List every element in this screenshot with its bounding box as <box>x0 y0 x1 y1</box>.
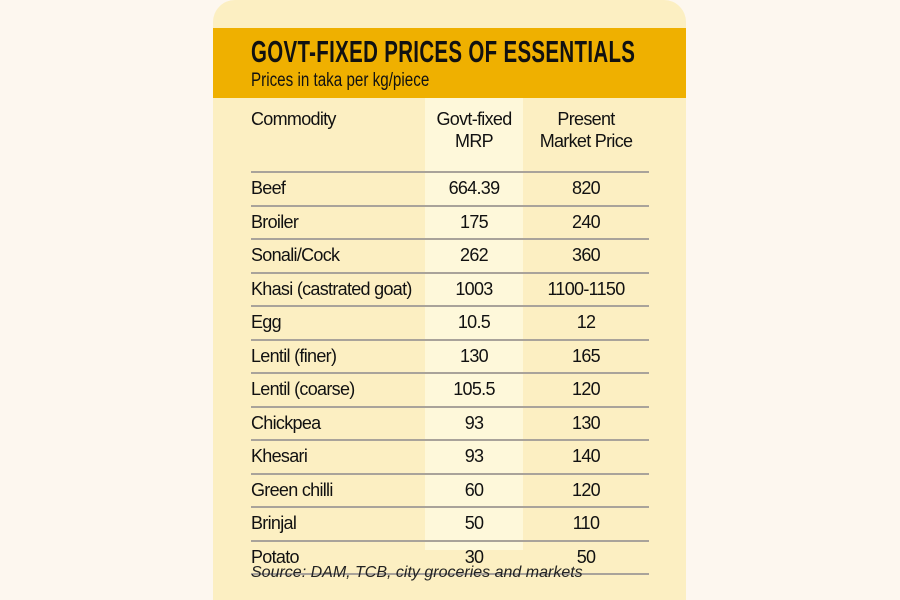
cell-govt-mrp: 60 <box>425 472 523 507</box>
cell-commodity: Lentil (coarse) <box>251 372 425 407</box>
chart-subtitle: Prices in taka per kg/piece <box>251 70 430 91</box>
table-row: Lentil (coarse) 105.5 120 <box>251 372 649 407</box>
cell-govt-mrp: 262 <box>425 238 523 273</box>
cell-market-price: 12 <box>523 305 649 340</box>
cell-commodity: Brinjal <box>251 506 425 541</box>
table-row: Green chilli 60 120 <box>251 472 649 507</box>
cell-market-price: 130 <box>523 405 649 440</box>
header-commodity: Commodity <box>251 109 336 129</box>
cell-govt-mrp: 93 <box>425 405 523 440</box>
cell-commodity: Khasi (castrated goat) <box>251 271 425 306</box>
cell-govt-mrp: 175 <box>425 204 523 239</box>
cell-govt-mrp: 664.39 <box>425 171 523 206</box>
cell-commodity: Egg <box>251 305 425 340</box>
table-row: Egg 10.5 12 <box>251 305 649 340</box>
cell-market-price: 120 <box>523 372 649 407</box>
cell-market-price: 360 <box>523 238 649 273</box>
cell-market-price: 240 <box>523 204 649 239</box>
header-market-price: Present Market Price <box>523 100 649 172</box>
title-band <box>213 28 686 98</box>
cell-market-price: 110 <box>523 506 649 541</box>
chart-title: GOVT-FIXED PRICES OF ESSENTIALS <box>251 34 636 69</box>
cell-market-price: 140 <box>523 439 649 474</box>
cell-commodity: Lentil (finer) <box>251 338 425 373</box>
table-row: Khasi (castrated goat) 1003 1100-1150 <box>251 271 649 306</box>
table-row: Potato 30 50 <box>251 539 649 575</box>
source-note: Source: DAM, TCB, city groceries and mar… <box>251 564 583 581</box>
cell-govt-mrp: 50 <box>425 506 523 541</box>
table-row: Brinjal 50 110 <box>251 506 649 541</box>
table-row: Broiler 175 240 <box>251 204 649 239</box>
cell-commodity: Broiler <box>251 204 425 239</box>
table-header-row: Commodity Govt-fixed MRP Present Market … <box>251 100 649 172</box>
cell-commodity: Green chilli <box>251 472 425 507</box>
table-row: Khesari 93 140 <box>251 439 649 474</box>
cell-govt-mrp: 10.5 <box>425 305 523 340</box>
header-govt-mrp-text: Govt-fixed MRP <box>436 109 512 151</box>
cell-govt-mrp: 1003 <box>425 271 523 306</box>
header-govt-mrp: Govt-fixed MRP <box>425 100 523 172</box>
cell-commodity: Sonali/Cock <box>251 238 425 273</box>
cell-govt-mrp: 30 <box>425 539 523 575</box>
cell-market-price: 50 <box>523 539 649 575</box>
table-row: Chickpea 93 130 <box>251 405 649 440</box>
cell-market-price: 1100-1150 <box>523 271 649 306</box>
cell-commodity: Potato <box>251 539 425 575</box>
cell-commodity: Khesari <box>251 439 425 474</box>
header-market-price-text: Present Market Price <box>539 109 633 151</box>
table-row: Lentil (finer) 130 165 <box>251 338 649 373</box>
table-row: Sonali/Cock 262 360 <box>251 238 649 273</box>
cell-market-price: 120 <box>523 472 649 507</box>
cell-market-price: 165 <box>523 338 649 373</box>
cell-commodity: Chickpea <box>251 405 425 440</box>
cell-govt-mrp: 93 <box>425 439 523 474</box>
cell-govt-mrp: 130 <box>425 338 523 373</box>
cell-govt-mrp: 105.5 <box>425 372 523 407</box>
price-table: Commodity Govt-fixed MRP Present Market … <box>251 100 649 575</box>
cell-commodity: Beef <box>251 171 425 206</box>
table-row: Beef 664.39 820 <box>251 171 649 206</box>
cell-market-price: 820 <box>523 171 649 206</box>
